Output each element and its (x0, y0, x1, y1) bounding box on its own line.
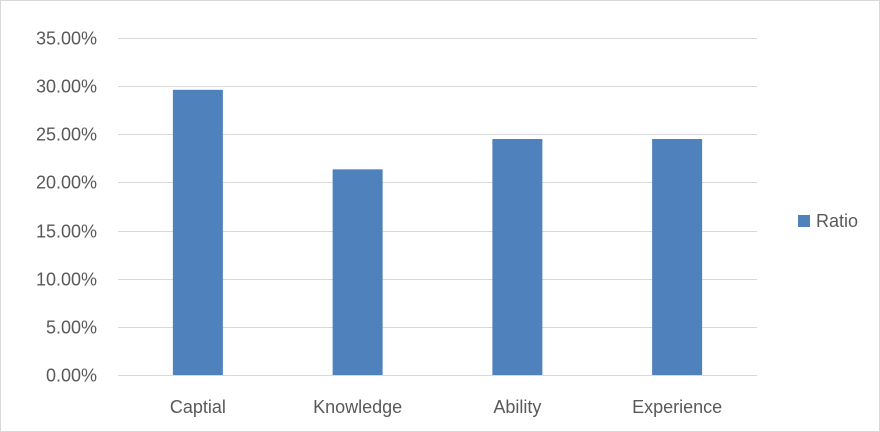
y-tick-label: 30.00% (36, 77, 97, 97)
y-tick-label: 10.00% (36, 270, 97, 290)
x-tick-label: Captial (170, 397, 226, 417)
legend: Ratio (798, 211, 858, 231)
bar-experience (652, 139, 703, 375)
legend-swatch (798, 215, 810, 227)
x-axis-ticks: Captial Knowledge Ability Experience (170, 397, 722, 417)
bar-knowledge (332, 169, 383, 375)
bar-captial (172, 89, 223, 376)
y-tick-label: 5.00% (46, 318, 97, 338)
bar-ability (492, 139, 543, 375)
y-tick-label: 25.00% (36, 125, 97, 145)
y-tick-label: 0.00% (46, 366, 97, 386)
x-tick-label: Knowledge (313, 397, 402, 417)
legend-label: Ratio (816, 211, 858, 231)
bars (172, 89, 703, 376)
x-tick-label: Experience (632, 397, 722, 417)
y-tick-label: 20.00% (36, 173, 97, 193)
x-tick-label: Ability (493, 397, 541, 417)
gridlines (118, 38, 757, 376)
y-tick-label: 35.00% (36, 29, 97, 49)
y-axis-ticks: 0.00% 5.00% 10.00% 15.00% 20.00% 25.00% 30.00%… (36, 29, 97, 386)
y-tick-label: 15.00% (36, 222, 97, 242)
